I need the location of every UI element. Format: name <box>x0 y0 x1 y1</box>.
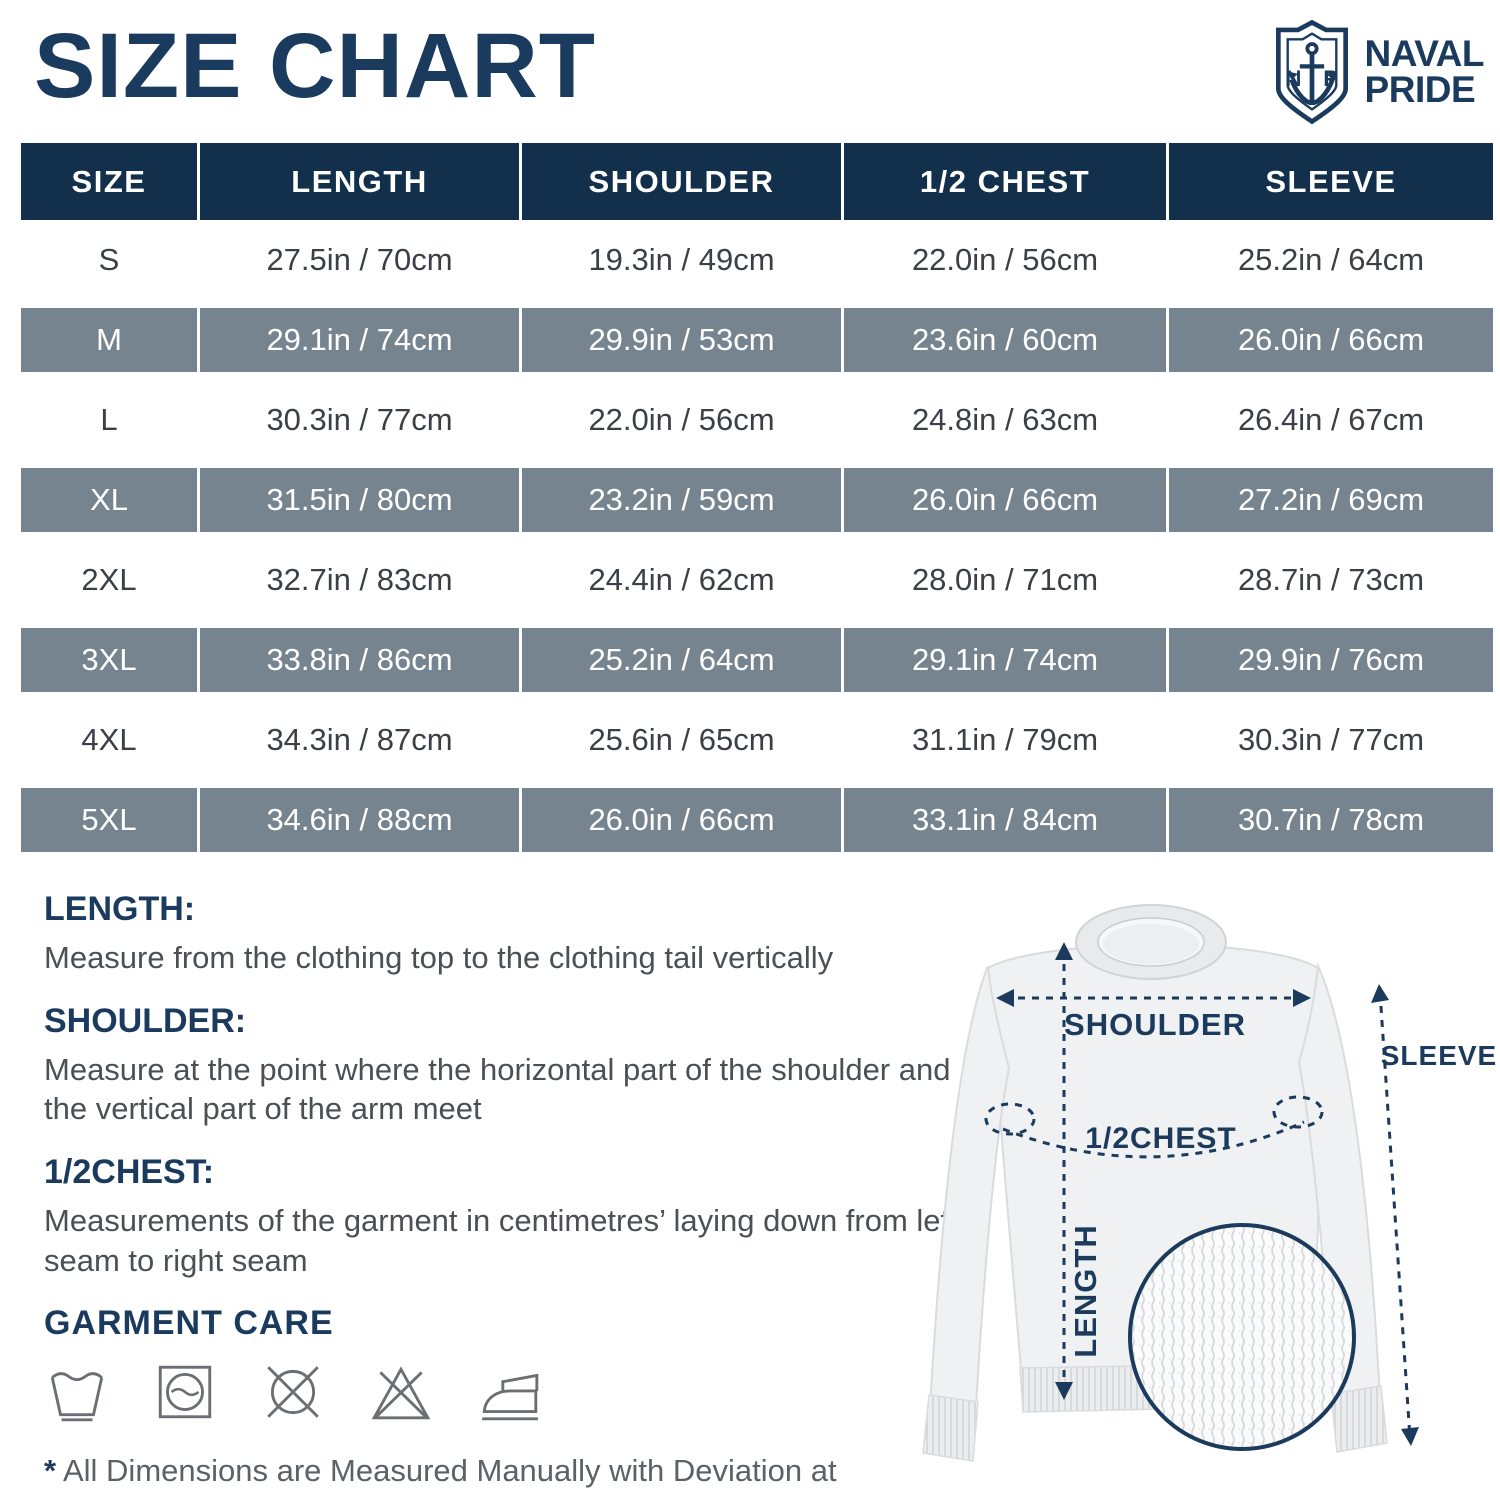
chest-cell: 24.8in / 63cm <box>841 380 1166 460</box>
size-cell: S <box>21 220 197 300</box>
table-row: XL 31.5in / 80cm 23.2in / 59cm 26.0in / … <box>21 460 1493 540</box>
chest-cell: 26.0in / 66cm <box>841 460 1166 540</box>
shoulder-cell: 26.0in / 66cm <box>519 780 841 860</box>
shoulder-cell: 22.0in / 56cm <box>519 380 841 460</box>
sleeve-cell: 30.3in / 77cm <box>1166 700 1493 780</box>
table-row: S 27.5in / 70cm 19.3in / 49cm 22.0in / 5… <box>21 220 1493 300</box>
garment-care-icons <box>44 1359 984 1425</box>
size-cell: 3XL <box>21 620 197 700</box>
length-cell: 30.3in / 77cm <box>197 380 519 460</box>
shoulder-cell: 25.2in / 64cm <box>519 620 841 700</box>
shoulder-cell: 29.9in / 53cm <box>519 300 841 380</box>
brand-logo: N P NAVAL PRIDE <box>1269 18 1485 126</box>
length-note-text: Measure from the clothing top to the clo… <box>44 940 834 975</box>
length-cell: 34.3in / 87cm <box>197 700 519 780</box>
length-cell: 27.5in / 70cm <box>197 220 519 300</box>
brand-name: NAVAL PRIDE <box>1364 32 1485 110</box>
chest-note-text: Measurements of the garment in centimetr… <box>44 1203 958 1278</box>
chest-cell: 29.1in / 74cm <box>841 620 1166 700</box>
table-row: 4XL 34.3in / 87cm 25.6in / 65cm 31.1in /… <box>21 700 1493 780</box>
shoulder-label: SHOULDER <box>1064 1007 1246 1042</box>
length-cell: 32.7in / 83cm <box>197 540 519 620</box>
garment-care-heading: GARMENT CARE <box>44 1304 334 1343</box>
sleeve-cell: 26.0in / 66cm <box>1166 300 1493 380</box>
length-label: LENGTH <box>1068 1224 1103 1357</box>
page-title: SIZE CHART <box>34 15 596 117</box>
armpit-seam-left <box>984 1102 1036 1136</box>
disclaimer-text: All Dimensions are Measured Manually wit… <box>44 1453 837 1500</box>
length-note-heading: LENGTH: <box>44 890 196 928</box>
machine-wash-icon <box>50 1372 104 1422</box>
brand-name-line1: NAVAL <box>1364 32 1485 74</box>
chest-cell: 28.0in / 71cm <box>841 540 1166 620</box>
length-cell: 34.6in / 88cm <box>197 780 519 860</box>
shoulder-cell: 19.3in / 49cm <box>519 220 841 300</box>
sleeve-cell: 27.2in / 69cm <box>1166 460 1493 540</box>
tumble-dry-icon <box>158 1366 212 1419</box>
sweater-diagram: SHOULDER 1/2CHEST LENGTH SLEEVE <box>918 876 1500 1500</box>
table-row: L 30.3in / 77cm 22.0in / 56cm 24.8in / 6… <box>21 380 1493 460</box>
sleeve-arrow <box>1378 991 1412 1439</box>
sleeve-cell: 26.4in / 67cm <box>1166 380 1493 460</box>
sleeve-cell: 25.2in / 64cm <box>1166 220 1493 300</box>
length-cell: 33.8in / 86cm <box>197 620 519 700</box>
disclaimer-asterisk: * <box>44 1453 57 1489</box>
size-cell: 5XL <box>21 780 197 860</box>
iron-icon <box>482 1374 539 1421</box>
half-chest-label: 1/2CHEST <box>1085 1122 1236 1155</box>
do-not-bleach-icon <box>371 1366 431 1420</box>
shoulder-note-heading: SHOULDER: <box>44 1001 247 1040</box>
length-cell: 31.5in / 80cm <box>197 460 519 540</box>
naval-pride-shield-anchor-icon: N P <box>1275 19 1348 125</box>
shoulder-note-text: Measure at the point where the horizonta… <box>44 1051 951 1127</box>
table-row: 5XL 34.6in / 88cm 26.0in / 66cm 33.1in /… <box>21 780 1493 860</box>
do-not-dry-clean-icon <box>267 1366 319 1419</box>
column-header-chest: 1/2 CHEST <box>841 143 1166 220</box>
sleeve-cell: 28.7in / 73cm <box>1166 540 1493 620</box>
chest-cell: 33.1in / 84cm <box>841 780 1166 860</box>
size-cell: XL <box>21 460 197 540</box>
shoulder-cell: 24.4in / 62cm <box>519 540 841 620</box>
fabric-detail-circle <box>1128 1223 1356 1451</box>
chest-cell: 31.1in / 79cm <box>841 700 1166 780</box>
column-header-length: LENGTH <box>197 143 519 220</box>
chest-cell: 22.0in / 56cm <box>841 220 1166 300</box>
sleeve-cell: 29.9in / 76cm <box>1166 620 1493 700</box>
sleeve-cell: 30.7in / 78cm <box>1166 780 1493 860</box>
measurement-notes: LENGTH: Measure from the clothing top to… <box>44 890 984 1500</box>
dimensions-disclaimer: * All Dimensions are Measured Manually w… <box>44 1451 844 1500</box>
size-cell: 2XL <box>21 540 197 620</box>
size-cell: 4XL <box>21 700 197 780</box>
half-chest-arc <box>1002 1120 1305 1159</box>
table-row: 2XL 32.7in / 83cm 24.4in / 62cm 28.0in /… <box>21 540 1493 620</box>
brand-name-line2: PRIDE <box>1364 69 1476 110</box>
brand-monogram-right: P <box>1323 66 1338 91</box>
length-cell: 29.1in / 74cm <box>197 300 519 380</box>
size-cell: L <box>21 380 197 460</box>
column-header-sleeve: SLEEVE <box>1166 143 1493 220</box>
size-table: SIZE LENGTH SHOULDER 1/2 CHEST SLEEVE S … <box>21 143 1493 860</box>
shoulder-cell: 25.6in / 65cm <box>519 700 841 780</box>
size-cell: M <box>21 300 197 380</box>
chest-cell: 23.6in / 60cm <box>841 300 1166 380</box>
armpit-seam-right <box>1272 1095 1324 1129</box>
sleeve-label: SLEEVE <box>1381 1040 1497 1071</box>
chest-note-heading: 1/2CHEST: <box>44 1153 215 1192</box>
table-row: 3XL 33.8in / 86cm 25.2in / 64cm 29.1in /… <box>21 620 1493 700</box>
shoulder-cell: 23.2in / 59cm <box>519 460 841 540</box>
brand-monogram-left: N <box>1285 66 1301 91</box>
table-header-row: SIZE LENGTH SHOULDER 1/2 CHEST SLEEVE <box>21 143 1493 220</box>
table-row: M 29.1in / 74cm 29.9in / 53cm 23.6in / 6… <box>21 300 1493 380</box>
column-header-shoulder: SHOULDER <box>519 143 841 220</box>
column-header-size: SIZE <box>21 143 197 220</box>
